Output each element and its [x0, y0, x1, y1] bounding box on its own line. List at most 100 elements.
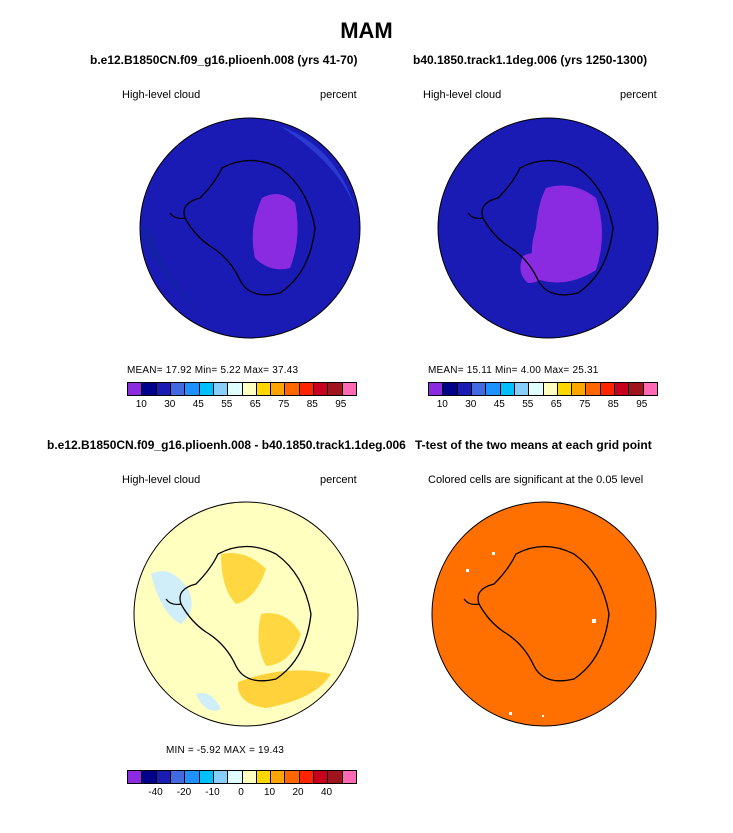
tick: 10	[436, 399, 448, 410]
colorbar-swatch	[314, 383, 329, 395]
panel2-stats: MEAN= 15.11 Min= 4.00 Max= 25.31	[428, 365, 599, 376]
colorbar-swatch	[285, 383, 300, 395]
panel2-high-cloud-region	[531, 185, 602, 283]
colorbar-swatch	[299, 771, 315, 783]
colorbar-swatch	[572, 383, 587, 395]
colorbar-swatch	[629, 383, 644, 395]
colorbar-swatch	[299, 383, 315, 395]
panel3-antarctica-outline	[179, 545, 312, 682]
tick: 30	[164, 399, 176, 410]
colorbar-swatch	[213, 383, 229, 395]
tick: 40	[320, 787, 333, 798]
colorbar-swatch	[271, 771, 286, 783]
colorbar-swatch	[314, 771, 329, 783]
colorbar-swatch	[529, 383, 544, 395]
tick: 10	[263, 787, 276, 798]
tick: 65	[249, 399, 261, 410]
colorbar-swatch	[271, 383, 286, 395]
colorbar-swatch	[185, 383, 200, 395]
colorbar-swatch	[429, 383, 444, 395]
colorbar-swatch	[170, 771, 186, 783]
colorbar-swatch	[170, 383, 186, 395]
tick: 85	[306, 399, 318, 410]
colorbar-swatch	[242, 383, 257, 395]
colorbar-swatch	[142, 383, 157, 395]
panel3-positive-anomaly-band	[237, 670, 331, 708]
tick: 10	[135, 399, 147, 410]
colorbar-swatch	[514, 383, 530, 395]
panel1-stats: MEAN= 17.92 Min= 5.22 Max= 37.43	[127, 365, 299, 376]
tick: 95	[636, 399, 648, 410]
colorbar-swatch	[242, 771, 257, 783]
tick: 55	[522, 399, 534, 410]
panel2-units: percent	[620, 89, 657, 101]
tick: -20	[176, 787, 192, 798]
tick: 45	[493, 399, 505, 410]
colorbar-swatch	[128, 383, 143, 395]
colorbar-swatch	[342, 383, 356, 395]
panel3-colorbar	[127, 770, 357, 784]
panel4-antarctica-outline	[477, 545, 610, 682]
panel4-title: T-test of the two means at each grid poi…	[415, 438, 652, 452]
colorbar-swatch	[600, 383, 616, 395]
panel1-variable: High-level cloud	[122, 89, 201, 101]
colorbar-swatch	[471, 383, 487, 395]
colorbar-swatch	[615, 383, 630, 395]
panel2-antarctica-outline	[481, 159, 614, 296]
tick: 75	[579, 399, 591, 410]
panel2-polar-map	[437, 117, 659, 339]
colorbar-swatch	[643, 383, 657, 395]
colorbar-swatch	[228, 771, 243, 783]
tick: 0	[238, 787, 244, 798]
panel3-polar-map	[133, 501, 359, 727]
tick: 45	[192, 399, 204, 410]
colorbar-swatch	[213, 771, 229, 783]
panel1-title: b.e12.B1850CN.f09_g16.plioenh.008 (yrs 4…	[90, 53, 358, 67]
panel2-variable: High-level cloud	[423, 89, 502, 101]
colorbar-swatch	[586, 383, 601, 395]
panel1-polar-map	[139, 117, 361, 339]
colorbar-swatch	[142, 771, 157, 783]
colorbar-swatch	[342, 771, 356, 783]
tick: 95	[335, 399, 347, 410]
tick: 30	[465, 399, 477, 410]
colorbar-swatch	[128, 771, 143, 783]
colorbar-swatch	[500, 383, 515, 395]
colorbar-swatch	[256, 771, 272, 783]
panel3-title: b.e12.B1850CN.f09_g16.plioenh.008 - b40.…	[47, 438, 406, 452]
colorbar-swatch	[328, 383, 343, 395]
tick: 20	[292, 787, 304, 798]
panel3-units: percent	[320, 474, 357, 486]
panel2-title: b40.1850.track1.1deg.006 (yrs 1250-1300)	[413, 53, 648, 67]
panel1-colorbar	[127, 382, 357, 396]
colorbar-swatch	[199, 771, 214, 783]
panel2-colorbar	[428, 382, 658, 396]
colorbar-swatch	[199, 383, 214, 395]
tick: 65	[550, 399, 562, 410]
colorbar-swatch	[285, 771, 300, 783]
colorbar-swatch	[228, 383, 243, 395]
colorbar-swatch	[443, 383, 458, 395]
colorbar-swatch	[156, 383, 171, 395]
colorbar-swatch	[256, 383, 272, 395]
panel3-colorbar-ticks: -40 -20 -10 0 10 20 40	[127, 787, 355, 801]
colorbar-swatch	[543, 383, 558, 395]
panel2-colorbar-ticks: 10 30 45 55 65 75 85 95	[428, 399, 656, 413]
panel4-polar-map	[431, 501, 657, 727]
colorbar-swatch	[457, 383, 472, 395]
tick: 85	[607, 399, 619, 410]
colorbar-swatch	[328, 771, 343, 783]
tick: -40	[148, 787, 163, 798]
panel1-units: percent	[320, 89, 357, 101]
panel3-stats: MIN = -5.92 MAX = 19.43	[166, 745, 284, 756]
colorbar-swatch	[156, 771, 171, 783]
panel1-antarctica-outline	[183, 159, 316, 296]
figure-title: MAM	[340, 18, 393, 43]
colorbar-swatch	[486, 383, 501, 395]
panel1-colorbar-ticks: 10 30 45 55 65 75 85 95	[127, 399, 355, 413]
panel1-high-cloud-region	[252, 194, 298, 270]
tick: -10	[205, 787, 220, 798]
colorbar-swatch	[557, 383, 573, 395]
colorbar-swatch	[185, 771, 200, 783]
tick: 55	[221, 399, 233, 410]
